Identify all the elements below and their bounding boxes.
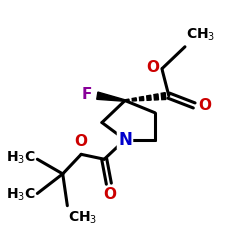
Text: CH$_3$: CH$_3$	[68, 209, 98, 226]
Polygon shape	[147, 95, 151, 100]
Polygon shape	[154, 94, 158, 100]
Text: H$_3$C: H$_3$C	[6, 186, 36, 203]
Text: F: F	[81, 87, 92, 102]
Text: O: O	[198, 98, 211, 113]
Polygon shape	[132, 98, 136, 101]
Text: O: O	[75, 134, 88, 150]
Text: N: N	[118, 131, 132, 149]
Polygon shape	[125, 99, 129, 101]
Text: CH$_3$: CH$_3$	[186, 27, 216, 43]
Polygon shape	[97, 92, 125, 101]
Polygon shape	[140, 96, 144, 101]
Text: H$_3$C: H$_3$C	[6, 150, 36, 166]
Polygon shape	[161, 92, 166, 100]
Text: O: O	[146, 60, 159, 75]
Text: O: O	[104, 187, 117, 202]
